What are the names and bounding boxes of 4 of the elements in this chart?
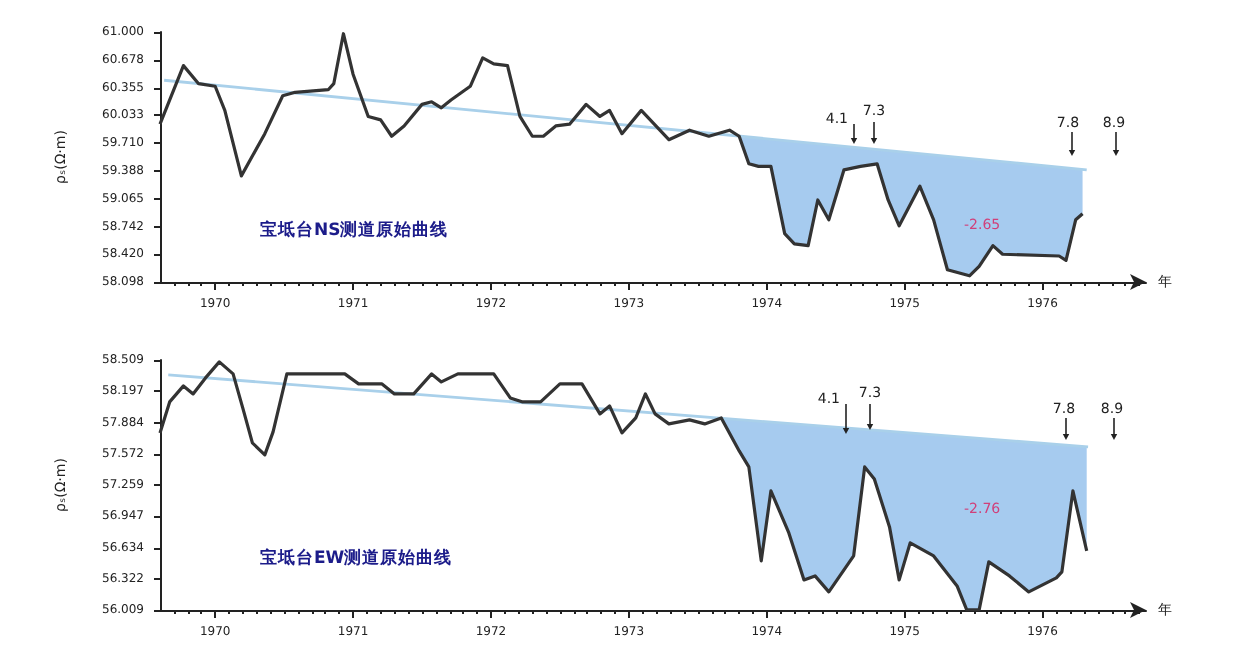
- text: 宝坻台EW测道原始曲线: [260, 547, 453, 569]
- text: 宝坻台NS测道原始曲线: [260, 219, 449, 241]
- line-series: [158, 360, 1089, 612]
- line-series: [158, 32, 1085, 278]
